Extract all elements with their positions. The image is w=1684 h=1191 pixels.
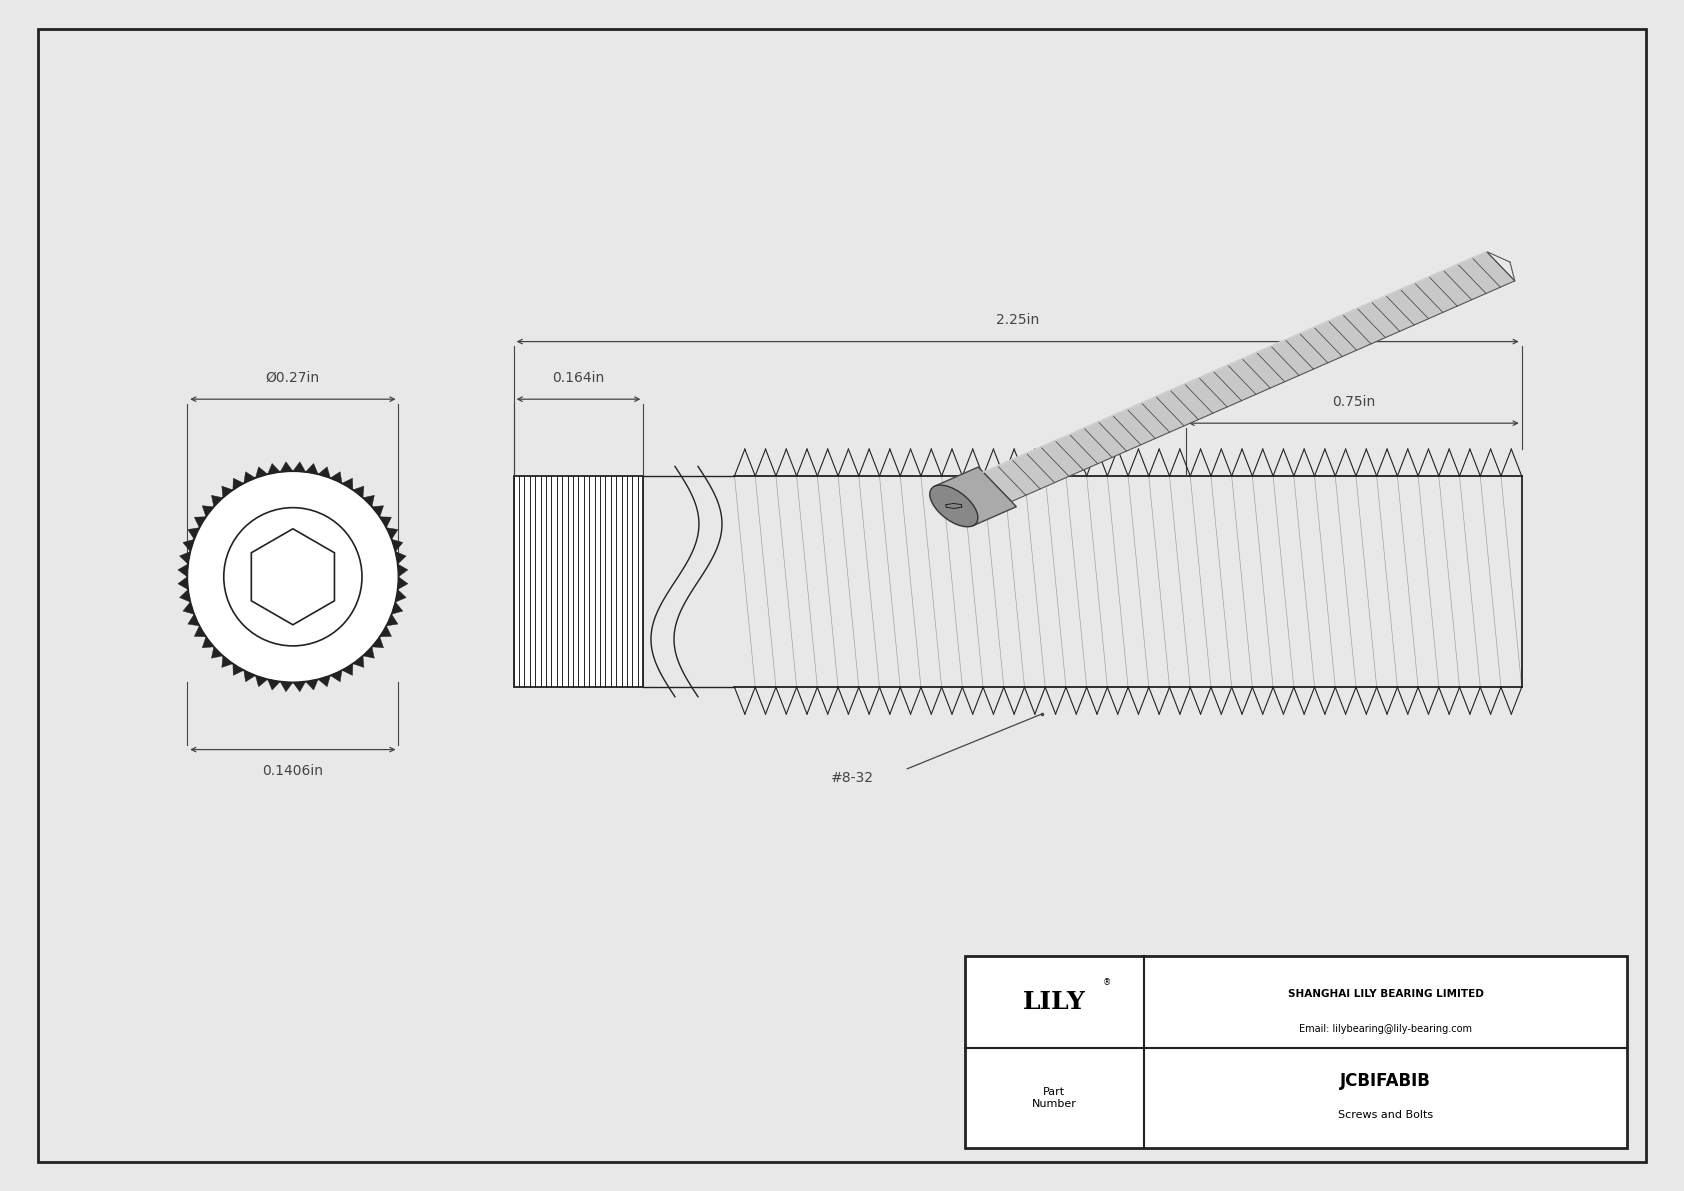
Polygon shape: [354, 486, 364, 498]
Polygon shape: [194, 517, 205, 528]
Polygon shape: [293, 462, 305, 472]
Polygon shape: [179, 565, 189, 576]
Text: ®: ®: [1103, 978, 1111, 987]
Circle shape: [224, 507, 362, 646]
Polygon shape: [330, 472, 342, 484]
Text: 0.1406in: 0.1406in: [263, 763, 323, 778]
Polygon shape: [397, 576, 408, 590]
Text: Ø0.27in: Ø0.27in: [266, 370, 320, 385]
Polygon shape: [305, 463, 318, 474]
Polygon shape: [397, 565, 408, 576]
Polygon shape: [189, 615, 199, 625]
Polygon shape: [222, 486, 232, 498]
Polygon shape: [212, 647, 222, 659]
Polygon shape: [318, 675, 330, 687]
Text: LILY: LILY: [1022, 990, 1086, 1014]
Polygon shape: [330, 671, 342, 681]
Polygon shape: [222, 656, 232, 667]
Circle shape: [187, 472, 399, 682]
Polygon shape: [983, 251, 1516, 501]
Polygon shape: [184, 540, 194, 551]
Polygon shape: [184, 603, 194, 615]
Polygon shape: [318, 467, 330, 478]
Polygon shape: [232, 663, 244, 675]
Text: 0.75in: 0.75in: [1332, 394, 1376, 409]
Polygon shape: [268, 679, 280, 690]
Text: 2.25in: 2.25in: [995, 313, 1039, 328]
Polygon shape: [189, 528, 199, 540]
Polygon shape: [180, 551, 190, 565]
Polygon shape: [280, 681, 293, 692]
Polygon shape: [935, 467, 1017, 525]
Polygon shape: [386, 528, 397, 540]
Text: Part
Number: Part Number: [1032, 1087, 1076, 1109]
Polygon shape: [364, 495, 374, 506]
Polygon shape: [293, 681, 305, 692]
Polygon shape: [372, 637, 384, 648]
Polygon shape: [305, 679, 318, 690]
Polygon shape: [354, 656, 364, 667]
Polygon shape: [244, 472, 256, 484]
Polygon shape: [342, 663, 354, 675]
Polygon shape: [268, 463, 280, 474]
Polygon shape: [256, 675, 268, 687]
Text: #8-32: #8-32: [830, 772, 874, 785]
Ellipse shape: [930, 485, 978, 526]
Text: SHANGHAI LILY BEARING LIMITED: SHANGHAI LILY BEARING LIMITED: [1288, 990, 1484, 999]
Text: Screws and Bolts: Screws and Bolts: [1339, 1110, 1433, 1121]
Polygon shape: [194, 625, 205, 637]
Polygon shape: [381, 517, 391, 528]
Polygon shape: [251, 529, 335, 625]
Polygon shape: [212, 495, 222, 506]
Polygon shape: [179, 576, 189, 590]
Text: Email: lilybearing@lily-bearing.com: Email: lilybearing@lily-bearing.com: [1298, 1024, 1472, 1034]
Polygon shape: [244, 671, 256, 681]
Polygon shape: [396, 590, 406, 603]
Polygon shape: [202, 506, 214, 517]
Text: JCBIFABIB: JCBIFABIB: [1340, 1072, 1431, 1090]
Polygon shape: [280, 462, 293, 472]
Polygon shape: [381, 625, 391, 637]
Polygon shape: [392, 540, 402, 551]
Polygon shape: [396, 551, 406, 565]
Polygon shape: [364, 647, 374, 659]
Polygon shape: [256, 467, 268, 478]
Bar: [965, 956, 1627, 1148]
Polygon shape: [372, 506, 384, 517]
Polygon shape: [342, 479, 354, 490]
Polygon shape: [180, 590, 190, 603]
Polygon shape: [392, 603, 402, 615]
Polygon shape: [386, 615, 397, 625]
Polygon shape: [202, 637, 214, 648]
Text: 0.164in: 0.164in: [552, 370, 605, 385]
Polygon shape: [232, 479, 244, 490]
Bar: [514, 476, 643, 687]
